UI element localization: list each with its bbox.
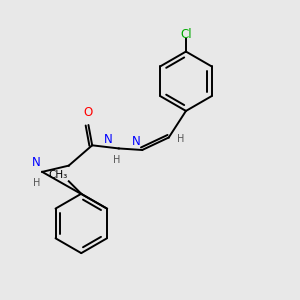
Text: N: N (132, 135, 141, 148)
Text: H: H (33, 178, 40, 188)
Text: N: N (104, 133, 112, 146)
Text: N: N (32, 156, 40, 170)
Text: O: O (84, 106, 93, 119)
Text: Cl: Cl (180, 28, 192, 41)
Text: H: H (177, 134, 184, 144)
Text: CH₃: CH₃ (48, 170, 67, 180)
Text: H: H (113, 155, 121, 165)
